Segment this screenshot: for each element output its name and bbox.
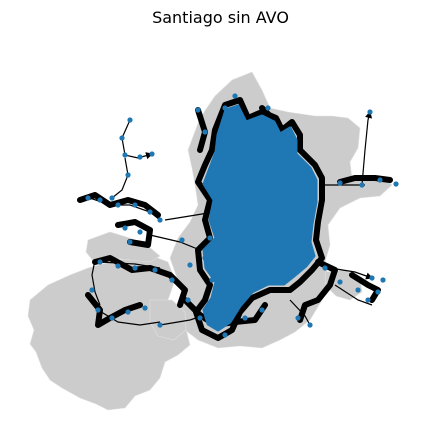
node — [137, 229, 143, 235]
node — [142, 305, 148, 311]
node — [222, 105, 228, 111]
node — [202, 255, 208, 261]
edge-northeast-spur — [361, 110, 373, 186]
edge-west-ring-2 — [91, 259, 101, 306]
edge-southeast-spur — [289, 299, 311, 326]
edge-northwest-branch — [121, 119, 154, 160]
node — [115, 202, 121, 208]
node — [157, 217, 163, 223]
cluster-outline-southwest — [92, 255, 188, 308]
edge-east-spur-2 — [334, 284, 373, 306]
node — [232, 93, 238, 99]
node — [127, 117, 133, 123]
node — [187, 262, 193, 268]
node — [85, 195, 91, 201]
edge-east-spur — [329, 267, 374, 280]
node — [119, 135, 125, 141]
node — [295, 315, 301, 321]
node — [207, 235, 213, 241]
node — [209, 277, 215, 283]
node — [109, 195, 115, 201]
node — [115, 263, 121, 269]
node — [393, 181, 399, 187]
node — [359, 182, 365, 188]
cluster-outline-far-east — [349, 272, 381, 303]
node — [185, 297, 191, 303]
node — [179, 237, 185, 243]
node — [132, 202, 138, 208]
node — [127, 239, 133, 245]
node — [97, 197, 103, 203]
node-cluster-core — [202, 104, 318, 332]
node — [322, 265, 328, 271]
node — [380, 277, 386, 283]
node — [242, 315, 248, 321]
cluster-outline-west-2 — [115, 219, 153, 248]
edge-northwest-stem — [111, 157, 129, 199]
node — [95, 307, 101, 313]
node — [337, 180, 343, 186]
basemap-region-south-patch — [149, 299, 187, 341]
node — [265, 105, 271, 111]
node — [89, 287, 95, 293]
node — [125, 172, 131, 178]
cluster-outline-northeast — [337, 175, 393, 185]
node — [137, 154, 143, 160]
edge-west-link-2 — [149, 234, 201, 251]
node — [122, 225, 128, 231]
node — [132, 265, 138, 271]
node — [97, 259, 103, 265]
node — [202, 129, 208, 135]
node — [122, 152, 128, 158]
node — [149, 151, 155, 157]
basemap-region-west-strip — [85, 231, 161, 263]
node — [365, 297, 371, 303]
node — [197, 315, 203, 321]
node — [369, 275, 375, 281]
node — [375, 289, 381, 295]
node — [222, 332, 228, 338]
map-title: Santiago sin AVO — [152, 8, 289, 27]
node — [152, 267, 158, 273]
node — [169, 277, 175, 283]
node — [377, 177, 383, 183]
network-node-fill — [202, 104, 318, 332]
node — [147, 209, 153, 215]
node — [259, 307, 265, 313]
node — [195, 107, 201, 113]
node — [337, 279, 343, 285]
node — [367, 109, 373, 115]
cluster-outline-east — [297, 259, 338, 323]
node — [109, 315, 115, 321]
network-layer — [77, 93, 399, 341]
cluster-outline-west-1 — [77, 192, 161, 218]
node — [355, 287, 361, 293]
node — [125, 309, 131, 315]
network-nodes — [85, 93, 399, 338]
node — [157, 322, 163, 328]
node — [307, 322, 313, 328]
